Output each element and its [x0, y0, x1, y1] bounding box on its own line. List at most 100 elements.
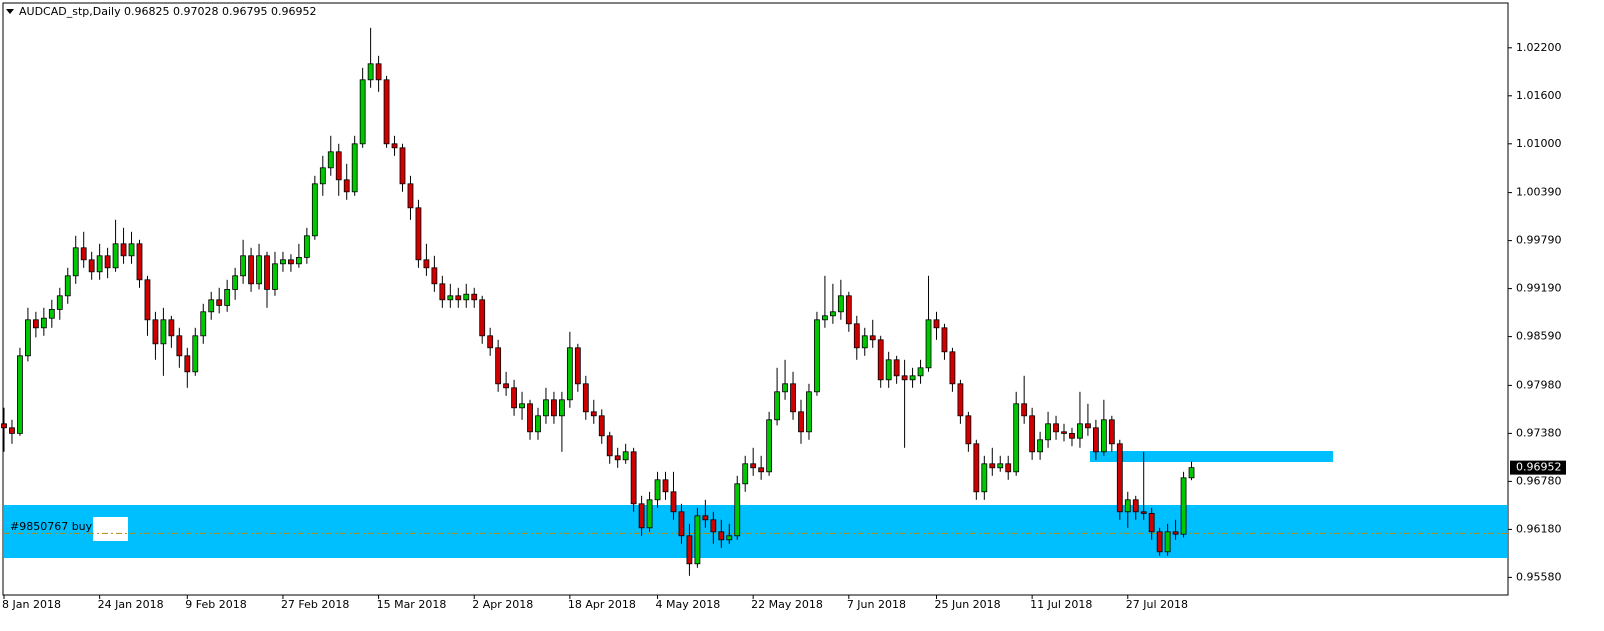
- candle-body: [782, 383, 788, 393]
- order-box: [93, 517, 128, 541]
- candle-body: [893, 359, 900, 377]
- ohlc-close: 0.96952: [271, 5, 317, 18]
- y-tick-label: 0.95580: [1516, 570, 1562, 583]
- candle-body: [1, 423, 7, 429]
- candle-body: [925, 319, 932, 369]
- candle-body: [375, 63, 382, 81]
- candle-body: [1045, 423, 1051, 441]
- candle-body: [64, 275, 71, 297]
- candle-body: [837, 295, 844, 313]
- plot-frame: [2, 2, 1509, 596]
- candle-body: [1172, 531, 1179, 535]
- candle-body: [439, 283, 446, 301]
- candle-body: [447, 295, 454, 301]
- candle-body: [678, 511, 685, 537]
- candle-body: [1164, 531, 1171, 553]
- candle-body: [997, 463, 1004, 469]
- candle-body: [319, 167, 326, 185]
- candle-body: [303, 235, 310, 258]
- ohlc-high: 0.97028: [173, 5, 219, 18]
- candle-body: [471, 293, 478, 301]
- x-tick-label: 4 May 2018: [656, 598, 721, 611]
- candle-body: [479, 299, 486, 337]
- candle-body: [630, 451, 637, 505]
- candle-body: [949, 351, 956, 385]
- candle-body: [208, 299, 215, 313]
- candle-body: [1116, 443, 1123, 513]
- candle-body: [216, 299, 223, 306]
- candle-body: [463, 293, 470, 301]
- candle-body: [535, 415, 541, 433]
- candle-body: [72, 247, 79, 277]
- candle-body: [614, 455, 621, 461]
- candle-body: [359, 79, 366, 145]
- candle-body: [606, 435, 613, 457]
- candle-body: [654, 479, 661, 501]
- candle-body: [646, 499, 653, 529]
- candle-body: [240, 255, 247, 277]
- candle-body: [343, 179, 350, 193]
- menu-triangle: [6, 9, 14, 14]
- candle-body: [869, 335, 876, 341]
- candle-body: [965, 415, 972, 445]
- candle-body: [104, 255, 111, 269]
- x-tick-label: 27 Jul 2018: [1126, 598, 1188, 611]
- candle-body: [941, 327, 948, 353]
- x-tick-label: 8 Jan 2018: [2, 598, 61, 611]
- candle-body: [638, 503, 645, 529]
- candle-body: [901, 375, 908, 381]
- candle-body: [598, 415, 605, 437]
- candle-body: [710, 519, 717, 533]
- candle-body: [1061, 431, 1067, 434]
- candle-body: [566, 347, 573, 401]
- candle-body: [933, 319, 940, 329]
- candle-body: [40, 317, 47, 329]
- candle-body: [144, 279, 151, 321]
- candle-body: [367, 63, 374, 81]
- candle-body: [814, 319, 820, 393]
- ohlc-open: 0.96825: [124, 5, 170, 18]
- candle-body: [232, 275, 239, 290]
- y-tick-label: 1.01000: [1516, 137, 1562, 150]
- candle-body: [702, 515, 709, 521]
- candle-body: [17, 355, 23, 434]
- candle-body: [1005, 463, 1012, 473]
- candle-body: [224, 288, 231, 306]
- y-tick-label: 1.02200: [1516, 41, 1562, 54]
- candle-body: [1013, 403, 1020, 473]
- candle-body: [431, 267, 438, 285]
- candle-body: [136, 243, 143, 281]
- candle-body: [527, 403, 533, 433]
- candle-body: [559, 399, 565, 417]
- candle-body: [590, 411, 597, 417]
- y-tick-label: 0.98590: [1516, 330, 1562, 343]
- candle-body: [798, 411, 804, 433]
- candle-body: [168, 319, 175, 337]
- price-tag: 0.96952: [1516, 461, 1562, 474]
- candle-body: [407, 183, 414, 209]
- candle-body: [726, 535, 733, 541]
- candle-body: [1069, 432, 1075, 439]
- candle-body: [822, 315, 828, 321]
- candle-body: [750, 463, 757, 469]
- candle-body: [1132, 499, 1139, 513]
- candle-body: [1140, 511, 1147, 514]
- candle-body: [112, 243, 119, 269]
- candle-body: [160, 319, 167, 345]
- candle-body: [495, 347, 502, 385]
- candle-body: [917, 367, 924, 377]
- x-tick-label: 22 May 2018: [751, 598, 823, 611]
- candle-body: [1100, 419, 1107, 453]
- support-zone: [4, 505, 1507, 558]
- x-tick-label: 27 Feb 2018: [281, 598, 349, 611]
- candle-body: [264, 255, 270, 290]
- candle-body: [845, 295, 852, 325]
- candle-body: [806, 391, 812, 433]
- candle-body: [383, 79, 390, 145]
- price-tag-bg: [1510, 460, 1566, 475]
- candle-body: [1124, 499, 1131, 513]
- candle-body: [742, 463, 749, 485]
- candle-body: [511, 387, 517, 409]
- candle-body: [734, 483, 741, 537]
- candle-body: [455, 295, 462, 301]
